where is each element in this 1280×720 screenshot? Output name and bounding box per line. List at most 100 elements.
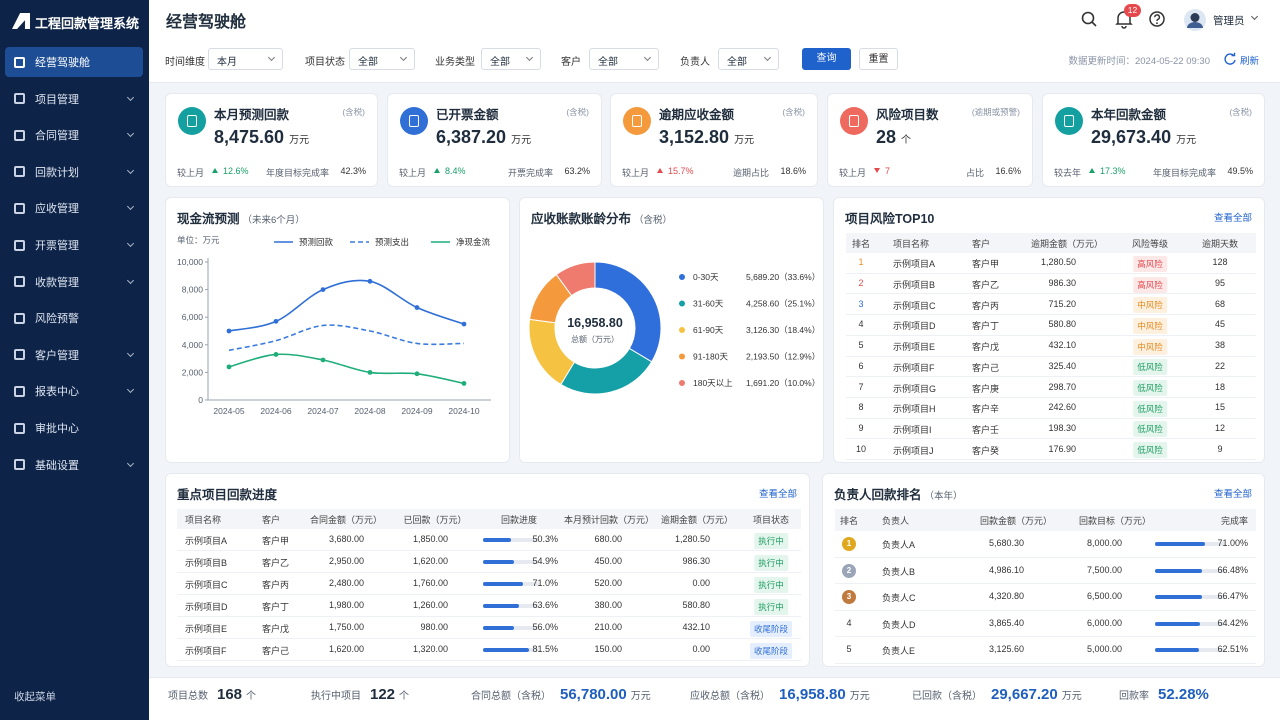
summary-item: 执行中项目 122 个 xyxy=(311,686,409,703)
progress-track xyxy=(483,648,539,652)
menu-label: 合同管理 xyxy=(35,130,79,143)
kpi-metric-label: 开票完成率 xyxy=(507,168,553,178)
kpi-card: 已开票金额 (含税) 6,387.20 万元 较上月 8.4% 开票完成率 63.2% xyxy=(387,93,602,187)
avatar[interactable] xyxy=(1183,8,1207,32)
menu-item[interactable]: 应收管理 xyxy=(5,193,143,223)
reset-button[interactable]: 重置 xyxy=(859,48,898,70)
panel-title: 应收账款账龄分布 （含税） xyxy=(531,208,672,227)
menu-item[interactable]: 风险预警 xyxy=(5,303,143,333)
table-cell: 380.00 xyxy=(594,600,622,610)
refresh-link[interactable]: 刷新 xyxy=(1240,56,1260,67)
legend-value: 1,691.20（10.0%） xyxy=(746,378,820,388)
table-cell: 客户己 xyxy=(972,362,1000,373)
kpi-metric-value: 63.2% xyxy=(564,166,590,176)
rank: 5 xyxy=(846,644,852,655)
menu-item[interactable]: 报表中心 xyxy=(5,376,143,406)
row-divider xyxy=(177,638,801,639)
table-cell: 客户己 xyxy=(262,646,290,656)
data-point xyxy=(367,278,373,284)
filter-select[interactable]: 全部 xyxy=(589,48,659,70)
table-cell: 520.00 xyxy=(594,578,622,588)
kpi-metric-value: 42.3% xyxy=(340,166,366,176)
panel-title: 负责人回款排名 （本年） xyxy=(834,484,963,503)
row-divider xyxy=(846,314,1256,316)
table-cell: 客户丁 xyxy=(262,602,290,612)
legend-dot xyxy=(679,353,685,360)
kpi-change-value: 8.4% xyxy=(445,166,466,176)
menu-item[interactable]: 开票管理 xyxy=(5,230,143,260)
menu-item[interactable]: 收款管理 xyxy=(5,267,143,297)
kpi-number: 29,673.40 xyxy=(1091,127,1172,147)
donut-total-label: 总额（万元） xyxy=(571,334,619,344)
progress-track xyxy=(1155,621,1225,626)
progress-label: 66.47% xyxy=(1217,591,1248,602)
table-cell: 22 xyxy=(1214,360,1226,371)
user-name[interactable]: 管理员 xyxy=(1213,15,1245,27)
menu-item[interactable]: 客户管理 xyxy=(5,340,143,370)
trend-arrow xyxy=(657,168,663,173)
menu-item[interactable]: 回款计划 xyxy=(5,157,143,187)
panel-title-text: 负责人回款排名 xyxy=(834,488,922,502)
page-title: 经营驾驶舱 xyxy=(166,14,247,31)
summary-item: 回款率 52.28% xyxy=(1119,686,1209,703)
table-cell: 客户乙 xyxy=(262,558,290,568)
filter-select[interactable]: 全部 xyxy=(349,48,415,70)
summary-label: 合同总额（含税） xyxy=(471,691,551,702)
table-cell: 示例项目E xyxy=(893,342,936,353)
filter-select[interactable]: 全部 xyxy=(481,48,541,70)
donut-segment xyxy=(594,261,662,363)
summary-label: 执行中项目 xyxy=(311,691,361,702)
menu-label: 应收管理 xyxy=(35,203,79,216)
view-all-link[interactable]: 查看全部 xyxy=(1213,213,1252,224)
kpi-value: 3,152.80 万元 xyxy=(659,127,754,148)
kpi-compare: 较去年 xyxy=(1054,168,1082,178)
panel-subtitle: （含税） xyxy=(634,215,673,226)
filter-select[interactable]: 本月 xyxy=(208,48,283,70)
x-tick-label: 2024-07 xyxy=(307,406,338,416)
y-axis-label: 单位：万元 xyxy=(177,235,220,245)
progress-track xyxy=(1155,568,1225,573)
trend-arrow xyxy=(434,168,440,173)
progress-fill xyxy=(483,626,515,630)
query-button[interactable]: 查询 xyxy=(802,48,851,70)
menu-item[interactable]: 经营驾驶舱 xyxy=(5,47,143,77)
row-divider xyxy=(846,417,1256,419)
table-cell: 8,000.00 xyxy=(1086,538,1122,549)
collapse-menu[interactable]: 收起菜单 xyxy=(14,691,56,703)
table-cell: 1,260.00 xyxy=(412,600,448,610)
search-icon[interactable] xyxy=(1080,10,1100,30)
progress-track xyxy=(1155,648,1225,653)
view-all-link[interactable]: 查看全部 xyxy=(1213,489,1252,500)
chevron xyxy=(126,349,135,357)
status-badge: 执行中 xyxy=(754,576,788,593)
kpi-icon xyxy=(400,107,428,135)
chevron xyxy=(126,166,135,174)
table-cell: 432.10 xyxy=(1048,340,1076,351)
rank: 10 xyxy=(855,443,867,454)
menu-item[interactable]: 项目管理 xyxy=(5,84,143,114)
progress-track xyxy=(483,582,539,586)
series-line xyxy=(228,353,465,385)
table-cell: 150.00 xyxy=(594,644,622,654)
refresh-icon[interactable] xyxy=(1223,52,1237,66)
summary-item: 项目总数 168 个 xyxy=(168,686,256,703)
menu-label: 回款计划 xyxy=(35,166,79,179)
menu-item[interactable]: 基础设置 xyxy=(5,450,143,480)
legend-dot xyxy=(679,380,685,386)
view-all-link[interactable]: 查看全部 xyxy=(758,489,797,500)
menu-item[interactable]: 审批中心 xyxy=(5,413,143,443)
filter-select[interactable]: 全部 xyxy=(718,48,779,70)
progress-label: 63.6% xyxy=(532,600,558,610)
table-cell: 0.00 xyxy=(692,578,710,588)
summary-unit: 万元 xyxy=(630,691,651,702)
kpi-card: 逾期应收金额 (含税) 3,152.80 万元 较上月 15.7% 逾期占比 18.6% xyxy=(610,93,818,187)
rank: 1 xyxy=(858,257,864,268)
menu-item[interactable]: 合同管理 xyxy=(5,120,143,150)
rank: 5 xyxy=(858,340,864,351)
menu-label: 经营驾驶舱 xyxy=(35,57,90,69)
help-icon[interactable] xyxy=(1148,10,1168,30)
table-cell: 986.30 xyxy=(1048,278,1076,289)
table-cell: 198.30 xyxy=(1048,422,1076,433)
donut-total: 16,958.80 xyxy=(567,316,623,330)
